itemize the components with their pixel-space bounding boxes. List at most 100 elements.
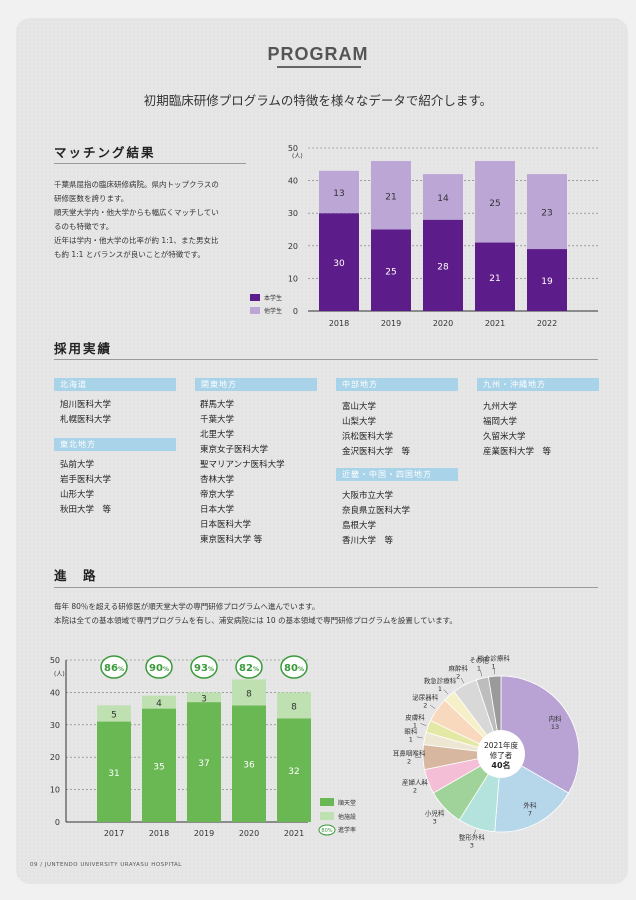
legend-label: 他学生 [264, 307, 282, 315]
pie-leader-line [416, 736, 423, 739]
page-title: PROGRAM [267, 44, 369, 64]
pie-leader-line [420, 723, 427, 726]
bar-value-label: 8 [246, 689, 252, 699]
matching-line: も約 1:1 とバランスが良いことが特徴です。 [54, 250, 205, 259]
x-tick-label: 2018 [329, 319, 349, 328]
bar-segment [371, 161, 411, 230]
matching-line: 千葉県屈指の臨床研修病院。県内トップクラスの [54, 180, 219, 189]
career-divider [54, 587, 598, 588]
y-axis-unit: (人) [292, 153, 303, 160]
rate-badge [190, 655, 218, 679]
university-item: 福岡大学 [483, 417, 518, 427]
rate-value: 86% [104, 663, 124, 674]
bar-segment [319, 170, 359, 214]
bar-value-label: 21 [489, 274, 500, 284]
bar-value-label: 25 [489, 199, 500, 209]
x-tick-label: 2022 [537, 319, 557, 328]
region-chubu: 中部地方 [336, 378, 458, 391]
pie-leader-line [460, 677, 465, 684]
y-tick-label: 0 [293, 307, 298, 316]
rate-unit: % [118, 666, 124, 673]
bar-segment [187, 702, 221, 822]
career-line: 毎年 80％を超える研修医が順天堂大学の専門研修プログラムへ進んでいます。 [54, 602, 320, 611]
bar-segment [423, 219, 463, 311]
university-item: 日本大学 [200, 505, 235, 515]
pie-slice-value: 2 [456, 673, 460, 681]
bar-segment [423, 174, 463, 220]
bar-value-label: 36 [243, 761, 255, 771]
region-kinki: 近畿・中国・四国地方 [336, 468, 458, 481]
pie-slice-value: 7 [528, 809, 532, 817]
pie-slice-value: 2 [407, 758, 411, 766]
page-subtitle: 初期臨床研修プログラムの特徴を様々なデータで紹介します。 [143, 93, 493, 108]
recruit-divider [54, 359, 598, 360]
university-item: 札幌医科大学 [60, 415, 112, 425]
pie-slice-label: 総合診療科 [477, 653, 510, 662]
pie-center [477, 730, 525, 778]
pie-slice-value: 3 [433, 818, 437, 826]
legend-label: 進学率 [338, 826, 356, 834]
pie-slice-value: 2 [413, 787, 417, 795]
rate-unit: % [163, 666, 169, 673]
rate-badge [100, 655, 128, 679]
y-tick-label: 20 [50, 753, 60, 762]
bar-value-label: 4 [156, 699, 162, 709]
pie-slice-label: 皮膚科 [405, 712, 425, 721]
rate-value: 80% [284, 663, 304, 674]
bar-value-label: 8 [291, 702, 297, 712]
bar-segment [277, 692, 311, 719]
university-item: 産業医科大学 等 [483, 447, 552, 457]
y-tick-label: 40 [288, 177, 298, 186]
y-tick-label: 50 [50, 656, 60, 665]
legend-swatch [320, 812, 334, 820]
pie-slice-label: その他 [469, 656, 489, 665]
rate-unit: % [298, 666, 304, 673]
legend-label: 本学生 [264, 294, 282, 302]
pie-center-label: 40名 [491, 760, 510, 770]
bar-value-label: 37 [198, 759, 209, 769]
y-tick-label: 30 [288, 209, 298, 218]
page-footer: 09 / JUNTENDO UNIVERSITY URAYASU HOSPITA… [30, 862, 182, 868]
pie-slice-label: 産婦人科 [402, 778, 429, 787]
bar-value-label: 30 [333, 259, 345, 269]
university-item: 東京医科大学 等 [200, 535, 263, 545]
pie-leader-line [480, 670, 483, 677]
pie-leader-line [420, 782, 427, 785]
university-item: 帝京大学 [200, 490, 235, 500]
pie-leader-line [430, 704, 436, 709]
matching-text: 千葉県屈指の臨床研修病院。県内トップクラスの 研修医数を誇ります。 順天堂大学内… [54, 178, 264, 262]
pie-slice-value: 13 [551, 723, 559, 731]
legend-label: 他施設 [338, 813, 356, 821]
university-item: 弘前大学 [60, 460, 95, 470]
bar-value-label: 35 [153, 762, 164, 772]
pie-slice-value: 3 [470, 841, 474, 849]
pie-leader-line [443, 689, 449, 695]
bar-value-label: 3 [201, 694, 207, 704]
matching-bar-chart: 0 10 20 30 40 50(人) 30 13 2018 25 21 2019 28 14 2020 21… [250, 144, 598, 328]
pie-slice-value: 1 [413, 721, 417, 729]
university-item: 山梨大学 [342, 417, 377, 427]
y-tick-label: 20 [288, 242, 298, 251]
region-chubu-list: 富山大学 山梨大学 浜松医科大学 金沢医科大学 等 [342, 400, 410, 460]
bar-segment [232, 679, 266, 706]
legend-rate-value: 80% [321, 828, 332, 834]
matching-line: 研修医数を誇ります。 [54, 194, 129, 203]
rate-badge [280, 655, 308, 679]
x-tick-label: 2021 [485, 319, 505, 328]
x-tick-label: 2019 [194, 829, 214, 838]
pie-slice-label: 整形外科 [459, 832, 486, 841]
y-axis-unit: (人) [54, 671, 65, 678]
region-tohoku: 東北地方 [54, 438, 176, 451]
region-kyushu-list: 九州大学 福岡大学 久留米大学 産業医科大学 等 [483, 400, 551, 460]
career-text: 毎年 80％を超える研修医が順天堂大学の専門研修プログラムへ進んでいます。 本院… [54, 600, 614, 628]
y-tick-label: 10 [288, 274, 298, 283]
university-item: 富山大学 [342, 402, 377, 412]
pie-center-label: 2021年度 [484, 740, 519, 750]
bar-segment [142, 695, 176, 709]
pie-slice-value: 1 [477, 665, 481, 673]
bar-segment [475, 161, 515, 243]
rate-unit: % [253, 666, 259, 673]
pie-slice-label: 耳鼻咽喉科 [393, 749, 426, 758]
region-kinki-list: 大阪市立大学 奈良県立医科大学 島根大学 香川大学 等 [342, 489, 410, 549]
bar-value-label: 23 [541, 209, 552, 219]
